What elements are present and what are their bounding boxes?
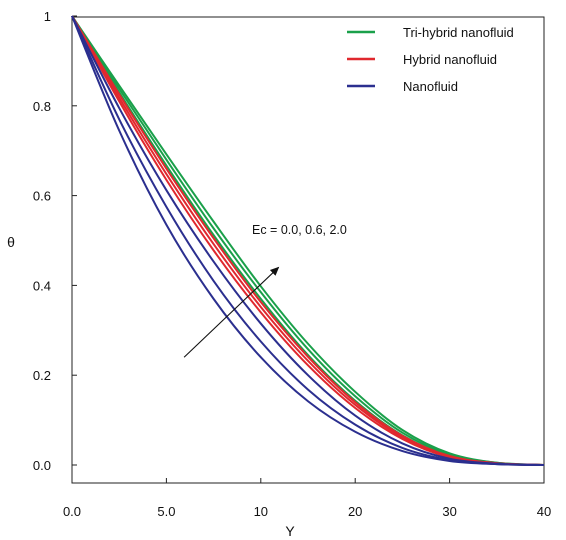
y-tick-label: 0.0: [33, 458, 51, 473]
x-tick-label: 10: [254, 504, 268, 519]
x-axis-ticks: 0.0 5.0 10 20 30 40: [63, 478, 551, 519]
y-axis-label: θ: [7, 234, 15, 250]
legend-label: Nanofluid: [403, 79, 458, 94]
y-tick-label: 0.6: [33, 189, 51, 204]
legend-label: Tri-hybrid nanofluid: [403, 25, 514, 40]
y-tick-label: 0.8: [33, 99, 51, 114]
y-axis-ticks: 0.0 0.2 0.4 0.6 0.8 1: [33, 9, 77, 473]
series-line-hybrid-nanofluid-ec-0-6: [71, 15, 545, 466]
series-line-tri-hybrid-nanofluid-ec-2: [71, 15, 545, 466]
y-tick-label: 0.2: [33, 368, 51, 383]
series-line-tri-hybrid-nanofluid-ec-0-6: [71, 15, 545, 466]
plot-frame: [71, 16, 545, 484]
x-tick-label: 30: [442, 504, 456, 519]
x-axis-label: Y: [285, 523, 295, 539]
x-tick-label: 20: [348, 504, 362, 519]
series-line-hybrid-nanofluid-ec-2: [71, 15, 545, 466]
series-line-tri-hybrid-nanofluid-ec-0: [71, 15, 545, 466]
series-line-nanofluid-ec-0: [71, 15, 545, 466]
legend-label: Hybrid nanofluid: [403, 52, 497, 67]
legend: Tri-hybrid nanofluid Hybrid nanofluid Nano…: [347, 25, 514, 94]
x-tick-label: 40: [537, 504, 551, 519]
y-tick-label: 1: [44, 9, 51, 24]
annotation-arrow: [183, 266, 280, 358]
series-line-hybrid-nanofluid-ec-0: [71, 15, 545, 466]
series-layer: [71, 15, 545, 466]
x-tick-label: 5.0: [157, 504, 175, 519]
series-line-nanofluid-ec-0-6: [71, 15, 545, 466]
annotation: Ec = 0.0, 0.6, 2.0: [183, 223, 347, 358]
y-tick-label: 0.4: [33, 278, 51, 293]
x-tick-label: 0.0: [63, 504, 81, 519]
annotation-label: Ec = 0.0, 0.6, 2.0: [252, 223, 347, 237]
series-line-nanofluid-ec-2: [71, 15, 545, 466]
